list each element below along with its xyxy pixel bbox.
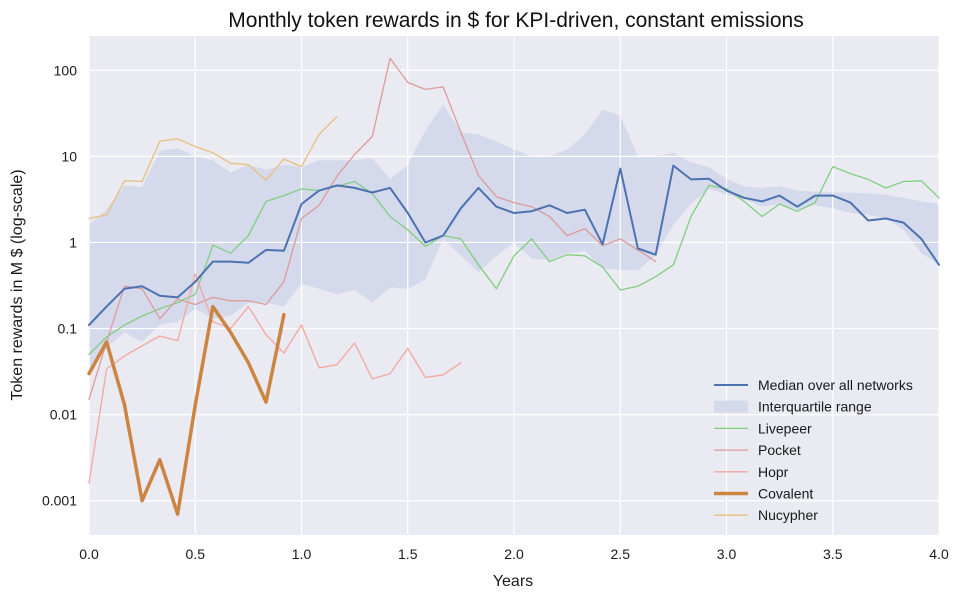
legend-label: Livepeer bbox=[758, 420, 812, 436]
legend-label: Covalent bbox=[758, 486, 813, 502]
y-tick-label: 1 bbox=[69, 234, 77, 250]
series-layer bbox=[87, 57, 940, 516]
x-tick-label: 1.0 bbox=[292, 546, 312, 562]
nucypher-line bbox=[88, 115, 338, 220]
x-tick-label: 2.0 bbox=[504, 546, 524, 562]
x-tick-label: 1.5 bbox=[398, 546, 418, 562]
x-tick-label: 0.5 bbox=[186, 546, 206, 562]
y-tick-label: 10 bbox=[61, 148, 77, 164]
livepeer-line bbox=[88, 165, 940, 356]
y-tick-label: 0.01 bbox=[50, 407, 77, 423]
legend: Median over all networks Interquartile ra… bbox=[714, 377, 913, 523]
x-tick-label: 3.0 bbox=[717, 546, 737, 562]
x-tick-label: 3.5 bbox=[823, 546, 843, 562]
x-axis-label: Years bbox=[493, 573, 533, 590]
chart-title: Monthly token rewards in $ for KPI-drive… bbox=[228, 9, 803, 32]
covalent-line bbox=[87, 304, 286, 516]
legend-label: Hopr bbox=[758, 464, 789, 480]
pocket-line bbox=[88, 57, 657, 401]
median-over-all-networks-line bbox=[88, 164, 940, 326]
legend-label: Median over all networks bbox=[758, 377, 913, 393]
x-tick-label: 0.0 bbox=[79, 546, 99, 562]
legend-label: Pocket bbox=[758, 442, 801, 458]
y-tick-label: 100 bbox=[54, 62, 78, 78]
y-tick-label: 0.1 bbox=[58, 321, 78, 337]
y-tick-label: 0.001 bbox=[42, 493, 77, 509]
grid-layer bbox=[88, 36, 940, 535]
x-tick-labels: 0.0 0.5 1.0 1.5 2.0 2.5 3.0 3.5 4.0 bbox=[79, 546, 949, 562]
legend-swatch bbox=[714, 400, 748, 413]
legend-label: Interquartile range bbox=[758, 399, 872, 415]
x-tick-label: 2.5 bbox=[611, 546, 631, 562]
x-tick-label: 4.0 bbox=[929, 546, 949, 562]
hopr-line bbox=[88, 273, 462, 484]
y-tick-labels: 0.001 0.01 0.1 1 10 100 bbox=[42, 62, 77, 508]
y-axis-label: Token rewards in M $ (log-scale) bbox=[9, 169, 26, 400]
legend-label: Nucypher bbox=[758, 507, 818, 523]
